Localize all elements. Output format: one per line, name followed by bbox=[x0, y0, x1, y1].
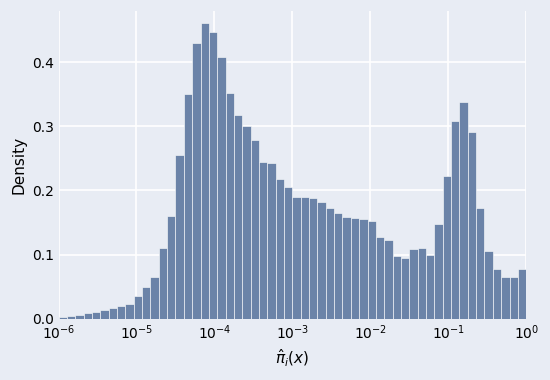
Bar bbox=[67, 316, 75, 318]
Bar bbox=[401, 258, 409, 318]
Bar bbox=[426, 255, 434, 318]
Bar bbox=[167, 216, 175, 318]
Bar bbox=[301, 197, 309, 318]
Bar bbox=[459, 102, 468, 318]
Bar bbox=[117, 306, 125, 318]
Bar bbox=[234, 115, 242, 318]
Bar bbox=[367, 221, 376, 318]
Bar bbox=[334, 213, 343, 318]
Bar bbox=[384, 241, 393, 318]
Bar bbox=[434, 224, 443, 318]
Bar bbox=[267, 163, 276, 318]
Bar bbox=[142, 287, 150, 318]
Bar bbox=[359, 219, 367, 318]
Bar bbox=[184, 94, 192, 318]
Bar bbox=[443, 176, 451, 318]
Bar bbox=[501, 277, 509, 318]
Bar bbox=[351, 218, 359, 318]
Bar bbox=[476, 208, 485, 318]
Bar bbox=[201, 23, 209, 318]
Bar bbox=[58, 317, 67, 318]
Bar bbox=[84, 314, 92, 318]
Bar bbox=[92, 312, 100, 318]
Bar bbox=[493, 269, 501, 318]
Bar bbox=[217, 57, 225, 318]
Bar bbox=[242, 127, 251, 318]
Bar bbox=[451, 121, 459, 318]
Bar bbox=[293, 197, 301, 318]
Bar bbox=[134, 296, 142, 318]
Bar bbox=[259, 162, 267, 318]
Bar bbox=[150, 277, 159, 318]
Bar bbox=[409, 249, 417, 318]
Bar bbox=[75, 315, 84, 318]
Bar bbox=[159, 248, 167, 318]
Bar bbox=[326, 208, 334, 318]
Bar bbox=[175, 155, 184, 318]
Bar bbox=[192, 43, 201, 318]
Bar bbox=[317, 202, 326, 318]
Bar bbox=[468, 131, 476, 318]
Bar bbox=[518, 269, 526, 318]
Bar bbox=[376, 237, 384, 318]
Y-axis label: Density: Density bbox=[11, 136, 26, 194]
Bar bbox=[100, 310, 109, 318]
Bar bbox=[343, 217, 351, 318]
Bar bbox=[276, 179, 284, 318]
Bar bbox=[509, 277, 518, 318]
Bar bbox=[226, 93, 234, 318]
Bar bbox=[485, 251, 493, 318]
Bar bbox=[251, 141, 259, 318]
Bar bbox=[309, 198, 317, 318]
X-axis label: $\hat{\pi}_i(x)$: $\hat{\pi}_i(x)$ bbox=[275, 348, 310, 369]
Bar bbox=[417, 248, 426, 318]
Bar bbox=[109, 308, 117, 318]
Bar bbox=[393, 256, 401, 318]
Bar bbox=[125, 304, 134, 318]
Bar bbox=[209, 32, 217, 318]
Bar bbox=[284, 187, 293, 318]
